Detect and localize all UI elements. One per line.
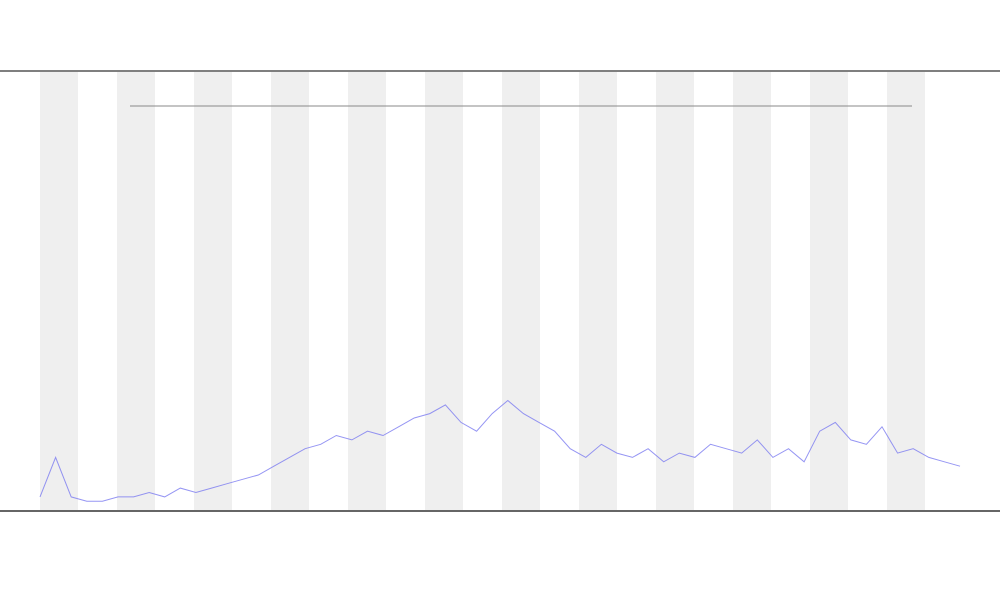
band [656,72,694,510]
background-bands [40,72,925,510]
band [271,72,309,510]
band [502,72,540,510]
band [194,72,232,510]
band [425,72,463,510]
band [887,72,925,510]
band [733,72,771,510]
series-line [39,399,961,502]
band [579,72,617,510]
band [348,72,386,510]
band [117,72,155,510]
band [40,72,78,510]
band [810,72,848,510]
